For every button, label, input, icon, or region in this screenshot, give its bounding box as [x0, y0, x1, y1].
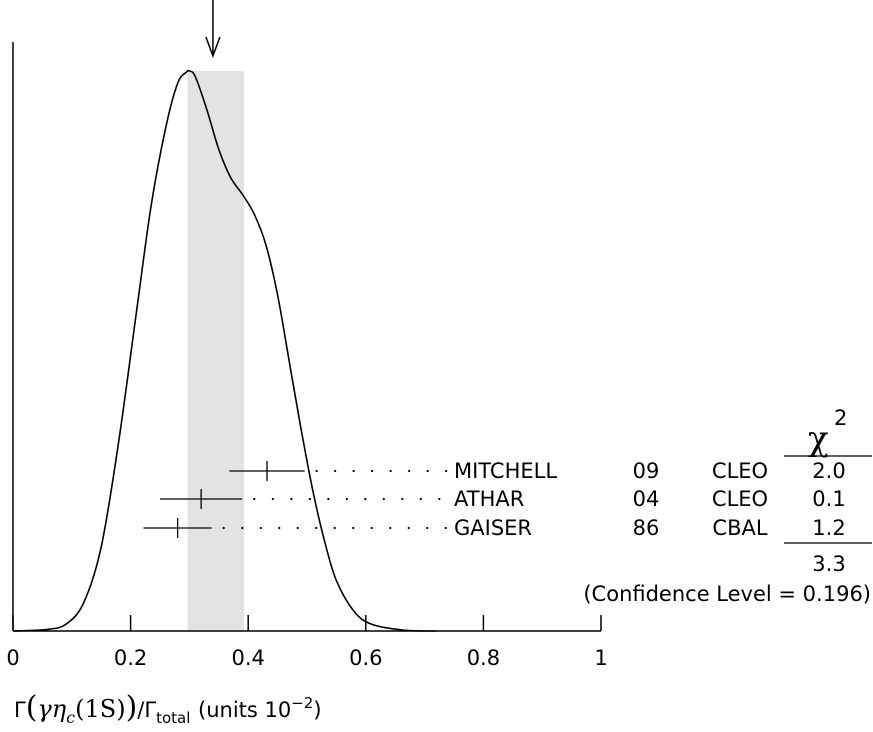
- leader-dot: [345, 497, 348, 501]
- leader-dot: [308, 497, 311, 501]
- x-axis-label: Γ(γηc(1S))/Γtotal (units 10−2): [14, 690, 322, 727]
- xlabel-units-exp: −2: [291, 694, 314, 712]
- leader-dot: [407, 526, 410, 530]
- leader-dot: [296, 526, 299, 530]
- xlabel-eta-sub: c: [66, 707, 76, 727]
- leader-dot: [401, 497, 404, 501]
- leader-dot: [327, 497, 330, 501]
- xlabel-gamma: Γ: [14, 698, 26, 722]
- leader-dot: [426, 526, 429, 530]
- leader-dot: [278, 526, 281, 530]
- measurement-experiment: CLEO: [712, 459, 768, 483]
- measurement-author: GAISER: [454, 516, 532, 540]
- leader-dot: [438, 497, 441, 501]
- measurement-author: MITCHELL: [454, 459, 557, 483]
- ideogram-curve: [12, 69, 437, 632]
- leader-dot: [315, 469, 318, 473]
- chi2-column: χ2 3.3 (Confidence Level = 0.196): [583, 406, 872, 606]
- x-tick-label: 0.2: [114, 646, 147, 670]
- measurement-year: 09: [633, 459, 660, 483]
- x-tick-label: 1: [594, 646, 607, 670]
- average-arrow: [205, 0, 221, 59]
- leader-dot: [253, 497, 256, 501]
- x-tick-label: 0.4: [231, 646, 264, 670]
- leader-dot: [382, 497, 385, 501]
- leader-dot: [334, 469, 337, 473]
- leader-dot: [364, 497, 367, 501]
- xlabel-over: /Γ: [137, 698, 157, 722]
- measurement-experiment: CLEO: [712, 487, 768, 511]
- x-tick-label: 0.6: [349, 646, 382, 670]
- x-tick-label: 0.8: [467, 646, 500, 670]
- measurement-year: 86: [633, 516, 660, 540]
- leader-dot: [271, 497, 274, 501]
- leader-dot: [389, 469, 392, 473]
- xlabel-eta: η: [51, 695, 67, 723]
- chi2-value: 0.1: [812, 487, 845, 511]
- xlabel-units-close: ): [313, 698, 322, 722]
- xlabel-total-sub: total: [156, 708, 191, 727]
- xlabel-close: ): [125, 690, 138, 725]
- measurements: MITCHELL 09 CLEO 2.0 ATHAR 04 CLEO 0.1 GAISER 86 C…: [143, 459, 846, 540]
- leader-dot: [290, 497, 293, 501]
- average-band: [187, 71, 245, 631]
- leader-dot: [352, 469, 355, 473]
- leader-dot: [445, 469, 448, 473]
- leader-dot: [315, 526, 318, 530]
- xlabel-state: (1S): [75, 695, 126, 723]
- leader-dot: [371, 469, 374, 473]
- chi2-header-exponent: 2: [834, 406, 847, 430]
- xlabel-greek-gamma: γ: [37, 695, 52, 723]
- x-tick-label: 0: [6, 646, 19, 670]
- chi2-value: 2.0: [812, 459, 845, 483]
- measurement-author: ATHAR: [454, 487, 524, 511]
- leader-dot: [333, 526, 336, 530]
- confidence-level: (Confidence Level = 0.196): [583, 582, 871, 606]
- measurement-year: 04: [633, 487, 660, 511]
- measurement-experiment: CBAL: [712, 516, 767, 540]
- leader-dot: [426, 469, 429, 473]
- chi2-value: 1.2: [812, 516, 845, 540]
- chi2-header: χ: [808, 419, 829, 459]
- xlabel-units: (units 10: [198, 698, 292, 722]
- average-arrow-head: [205, 36, 221, 59]
- x-ticks: 0 0.2 0.4 0.6 0.8 1: [6, 615, 608, 670]
- leader-dot: [222, 526, 225, 530]
- leader-dot: [352, 526, 355, 530]
- leader-dot: [389, 526, 392, 530]
- leader-dot: [259, 526, 262, 530]
- leader-dot: [419, 497, 422, 501]
- leader-dot: [241, 526, 244, 530]
- leader-dot: [444, 526, 447, 530]
- leader-dot: [408, 469, 411, 473]
- chi2-total: 3.3: [812, 552, 845, 576]
- xlabel-open: (: [25, 690, 38, 725]
- leader-dot: [370, 526, 373, 530]
